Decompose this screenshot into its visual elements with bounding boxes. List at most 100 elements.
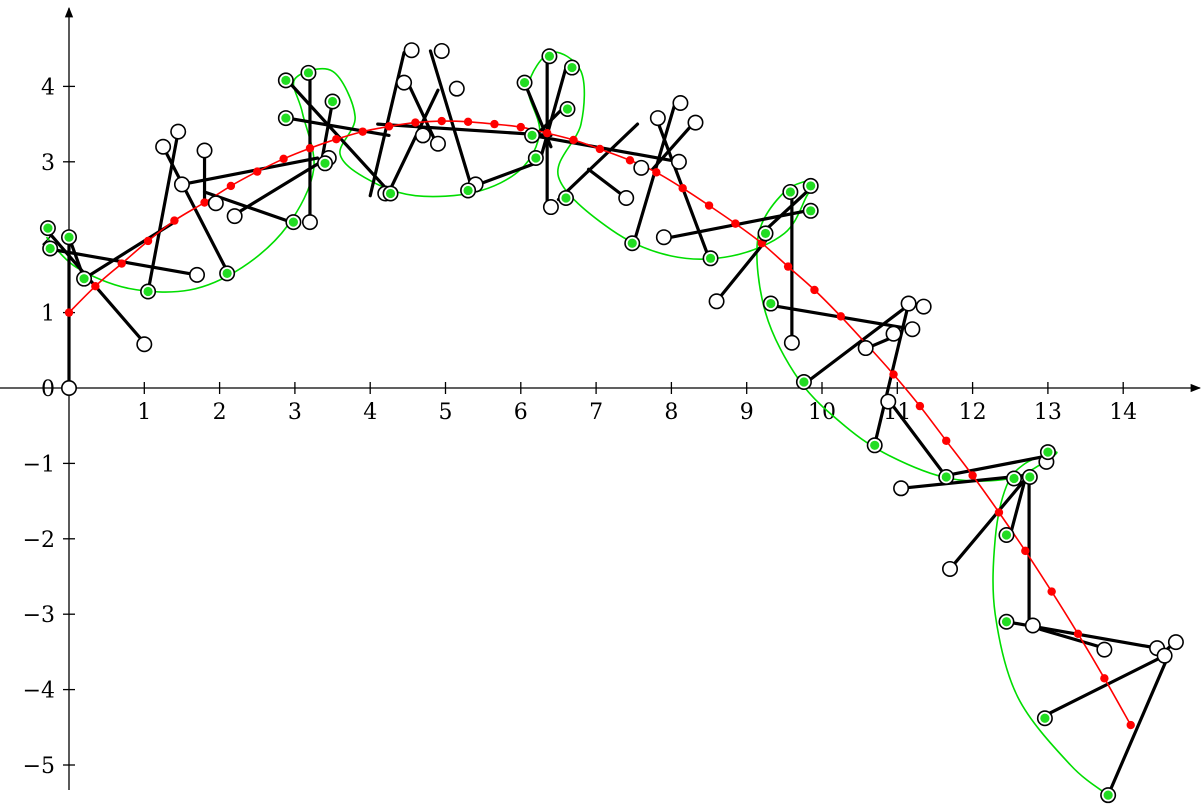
x-tick-label: 9 [740,400,754,425]
green-node [327,96,338,107]
white-node [904,321,921,338]
red-dot [1126,720,1135,730]
white-node [708,293,725,310]
white-node [672,94,689,111]
white-node [670,153,687,170]
white-nodes [60,42,1184,664]
link-segment [805,303,911,384]
green-node [562,104,573,114]
green-node [1001,617,1012,627]
x-tick-label: 1 [137,400,151,425]
ticks [63,85,1124,766]
white-node [942,560,959,577]
red-dot [994,508,1004,517]
red-dot [1100,674,1109,683]
red-dot [143,236,153,246]
red-dot [836,312,846,321]
white-node [880,393,897,410]
red-dot [226,181,236,191]
link-segment [387,88,440,194]
green-node [1001,530,1012,540]
x-tick-label: 14 [1109,400,1137,425]
link-segment [428,49,474,190]
green-node [799,377,809,387]
link-segment [530,133,681,164]
green-node [143,286,153,297]
green-nodes [39,48,1117,804]
white-node [655,229,672,246]
x-tick-label: 6 [514,400,528,425]
link-segment [285,116,391,138]
x-tick-label: 4 [363,400,377,425]
red-dot [253,167,262,176]
green-node [222,268,232,278]
red-dot [625,156,635,165]
green-node [1103,790,1113,800]
x-tick-label: 5 [439,400,453,425]
green-node [320,158,330,168]
green-node [385,188,396,199]
x-tick-label: 13 [1034,400,1062,425]
white-node [196,142,213,159]
white-node [1096,641,1113,658]
green-node [288,217,298,227]
green-node [1043,447,1053,457]
y-tick-label: −3 [23,603,55,628]
white-node [207,195,224,212]
white-node [542,199,559,216]
white-node [915,298,932,315]
link-segment [1038,627,1106,650]
white-node [414,127,431,144]
red-dot [652,168,661,177]
red-dot [569,135,578,145]
red-dot [704,201,714,210]
white-node [136,336,153,353]
link-segment [1008,476,1027,537]
red-dot [279,154,288,163]
red-dot [332,134,341,144]
white-node [893,480,910,497]
white-node [155,138,172,155]
x-tick-label: 2 [213,400,227,425]
y-tick-label: 0 [41,377,55,402]
white-node [429,135,446,152]
y-tick-label: −2 [23,528,55,553]
red-dot [170,216,179,225]
x-tick-label: 8 [664,400,678,425]
green-node [43,223,53,233]
red-dot [783,262,793,271]
white-node [301,214,318,231]
white-node [1167,634,1184,651]
red-dot [942,436,951,445]
y-tick-label: 1 [41,302,55,327]
red-dot [490,119,499,129]
white-node [885,325,902,342]
y-tick-label: −5 [23,754,55,779]
red-dot [358,127,367,136]
red-dot [91,282,100,291]
green-node [303,68,314,78]
green-node [870,440,880,450]
red-dot [384,122,394,131]
red-dot [889,370,898,379]
green-node [941,472,951,482]
link-segment [948,473,1031,571]
red-dot [437,116,446,126]
white-node [173,176,190,193]
link-segment [406,81,440,149]
red-dot [305,144,315,153]
green-node [785,187,795,197]
green-node [806,206,816,216]
link-segment [948,454,1050,477]
green-node [527,130,537,141]
red-dot [200,198,209,207]
green-node [79,274,89,284]
green-node [519,78,530,88]
link-segment [1106,654,1170,797]
x-tick-label: 3 [288,400,302,425]
green-node [1009,473,1019,484]
red-dot [968,471,977,480]
link-segment [180,156,320,187]
red-dots [64,116,1135,730]
